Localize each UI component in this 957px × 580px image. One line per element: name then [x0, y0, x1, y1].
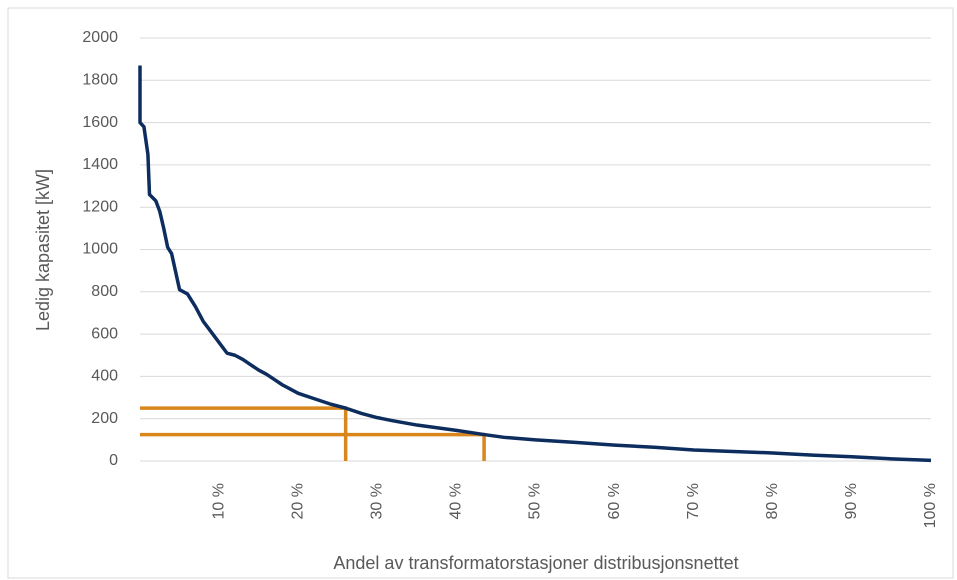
y-tick-label: 600: [91, 325, 118, 342]
y-tick-label: 1600: [82, 114, 118, 131]
y-tick-label: 400: [91, 368, 118, 385]
data-line: [138, 65, 932, 463]
x-tick-label: 50 %: [527, 483, 544, 519]
x-tick-label: 100 %: [922, 483, 939, 528]
x-tick-label: 60 %: [606, 483, 623, 519]
x-tick-label: 80 %: [764, 483, 781, 519]
y-tick-label: 2000: [82, 29, 118, 46]
x-tick-label: 30 %: [369, 483, 386, 519]
y-tick-label: 1200: [82, 198, 118, 215]
y-axis-title: Ledig kapasitet [kW]: [33, 169, 53, 331]
y-tick-label: 1000: [82, 241, 118, 258]
x-tick-label: 20 %: [289, 483, 306, 519]
x-tick-label: 40 %: [448, 483, 465, 519]
x-tick-label: 10 %: [210, 483, 227, 519]
y-tick-label: 1400: [82, 156, 118, 173]
y-tick-label: 200: [91, 410, 118, 427]
y-tick-label: 1800: [82, 72, 118, 89]
chart-border: [7, 7, 954, 579]
x-tick-label: 70 %: [685, 483, 702, 519]
y-tick-label: 800: [91, 283, 118, 300]
x-tick-label: 90 %: [843, 483, 860, 519]
x-axis-title: Andel av transformatorstasjoner distribu…: [333, 553, 738, 573]
y-tick-label: 0: [109, 452, 118, 469]
